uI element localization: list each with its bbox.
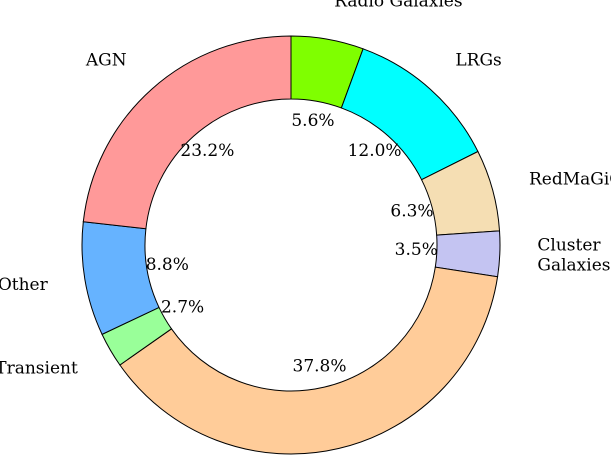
percent-label: 12.0% [348,141,402,161]
percent-label: 8.8% [146,255,189,275]
wedge-label: Radio Galaxies [334,0,462,12]
wedge-label: LRGs [455,51,501,71]
percent-label: 3.5% [395,240,438,260]
wedge [82,35,292,230]
wedge-label: Other [0,275,49,295]
wedge-label: AGN [85,51,127,71]
percent-label: 2.7% [161,298,204,318]
percent-label: 37.8% [293,357,347,377]
wedge-label: Transient [0,358,78,378]
wedge-label: Cluster Galaxies [537,235,610,275]
percent-label: 5.6% [291,111,334,131]
percent-label: 6.3% [390,202,433,222]
wedge [119,266,499,455]
percent-label: 23.2% [180,141,234,161]
wedge-label: RedMaGiC [529,170,611,190]
